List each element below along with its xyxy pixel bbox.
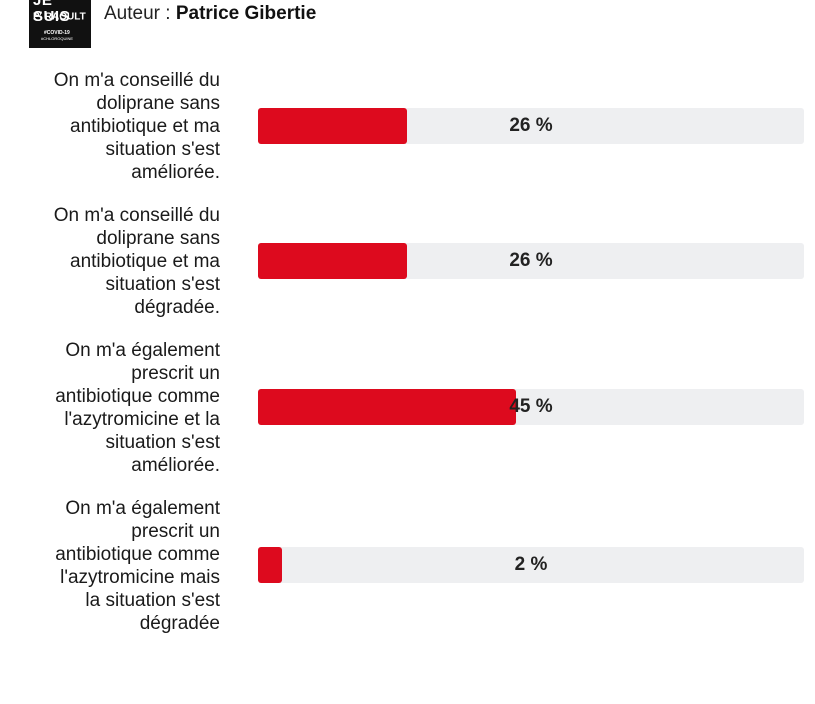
bar: [258, 389, 516, 425]
answer-label: On m'a également prescrit un antibiotique …: [55, 340, 220, 476]
poll-header: JE SUIS Pr RAOULT #COVID-19 #CHLOROQUINE…: [29, 0, 316, 50]
je-suis-raoult-logo: JE SUIS Pr RAOULT #COVID-19 #CHLOROQUINE: [29, 0, 91, 48]
bar-value-label: 2 %: [514, 554, 548, 575]
bar: [258, 243, 407, 279]
bar-track: 45 %: [258, 389, 804, 425]
bar-track: 2 %: [258, 547, 804, 583]
bar: [258, 108, 407, 144]
logo-line-1: JE SUIS: [33, 0, 71, 25]
author-line: Auteur : Patrice Gibertie: [104, 3, 316, 25]
logo-line-4: #CHLOROQUINE: [41, 36, 74, 41]
bar: [258, 547, 282, 583]
author-name: Patrice Gibertie: [175, 3, 317, 24]
logo-line-2: Pr RAOULT: [33, 11, 86, 23]
bar-track: 26 %: [258, 108, 804, 144]
answer-label: On m'a conseillé du doliprane sans antibio…: [53, 205, 220, 318]
author-prefix: Auteur :: [104, 3, 176, 24]
answer-label: On m'a conseillé du doliprane sans antibio…: [53, 70, 220, 183]
answer-label: On m'a également prescrit un antibiotique …: [55, 498, 220, 634]
bar-track: 26 %: [258, 243, 804, 279]
logo-line-3: #COVID-19: [44, 30, 70, 36]
